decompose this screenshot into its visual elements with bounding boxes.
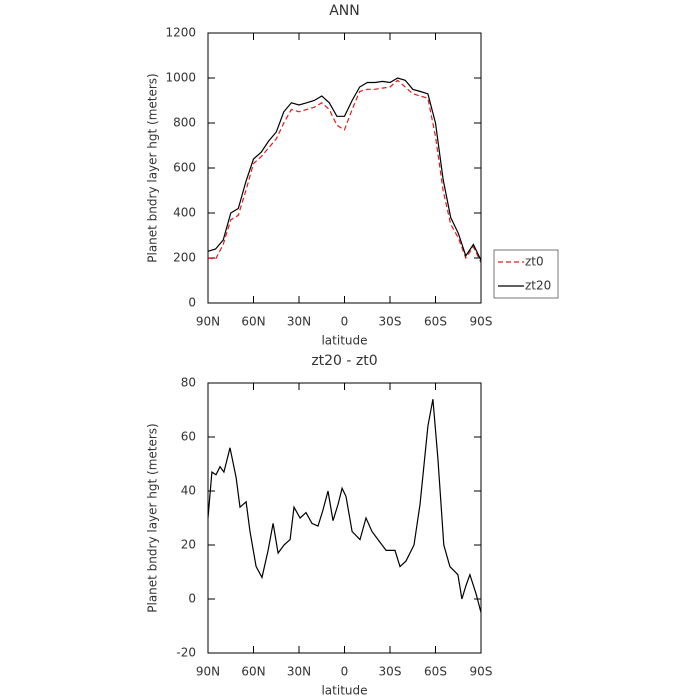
data-line xyxy=(207,77,482,261)
plot-frame xyxy=(207,32,482,304)
y-tick-label: 0 xyxy=(188,592,196,606)
y-tick-label: -20 xyxy=(176,646,196,660)
x-tick-label: 60N xyxy=(241,665,265,679)
legend-label: zt20 xyxy=(525,279,551,293)
x-axis-label: latitude xyxy=(321,684,367,698)
plot-frame xyxy=(207,382,482,654)
x-tick-label: 0 xyxy=(341,665,349,679)
x-tick-label: 90N xyxy=(196,665,220,679)
x-axis-label: latitude xyxy=(321,334,367,348)
x-tick-label: 60S xyxy=(424,315,447,329)
y-tick-label: 800 xyxy=(173,116,196,130)
x-tick-label: 90S xyxy=(470,665,493,679)
x-tick-label: 60N xyxy=(241,315,265,329)
y-tick-label: 400 xyxy=(173,206,196,220)
chart-title: ANN xyxy=(329,3,360,19)
x-tick-label: 30N xyxy=(287,665,311,679)
x-tick-label: 30S xyxy=(379,665,402,679)
data-line xyxy=(207,399,482,613)
y-tick-label: 1200 xyxy=(165,26,196,40)
y-tick-label: 1000 xyxy=(165,71,196,85)
y-tick-label: 0 xyxy=(188,296,196,310)
x-tick-label: 90S xyxy=(470,315,493,329)
y-axis-label: Planet bndry layer hgt (meters) xyxy=(146,73,160,263)
chart-title: zt20 - zt0 xyxy=(311,353,377,369)
legend-box xyxy=(493,249,559,299)
x-tick-label: 90N xyxy=(196,315,220,329)
y-tick-label: 40 xyxy=(181,484,196,498)
y-tick-label: 60 xyxy=(181,430,196,444)
data-line xyxy=(207,79,482,263)
y-tick-label: 200 xyxy=(173,251,196,265)
x-tick-label: 30S xyxy=(379,315,402,329)
y-axis-label: Planet bndry layer hgt (meters) xyxy=(146,423,160,613)
x-tick-label: 0 xyxy=(341,315,349,329)
x-tick-label: 30N xyxy=(287,315,311,329)
legend-label: zt0 xyxy=(525,255,544,269)
y-tick-label: 80 xyxy=(181,376,196,390)
y-tick-label: 20 xyxy=(181,538,196,552)
x-tick-label: 60S xyxy=(424,665,447,679)
y-tick-label: 600 xyxy=(173,161,196,175)
